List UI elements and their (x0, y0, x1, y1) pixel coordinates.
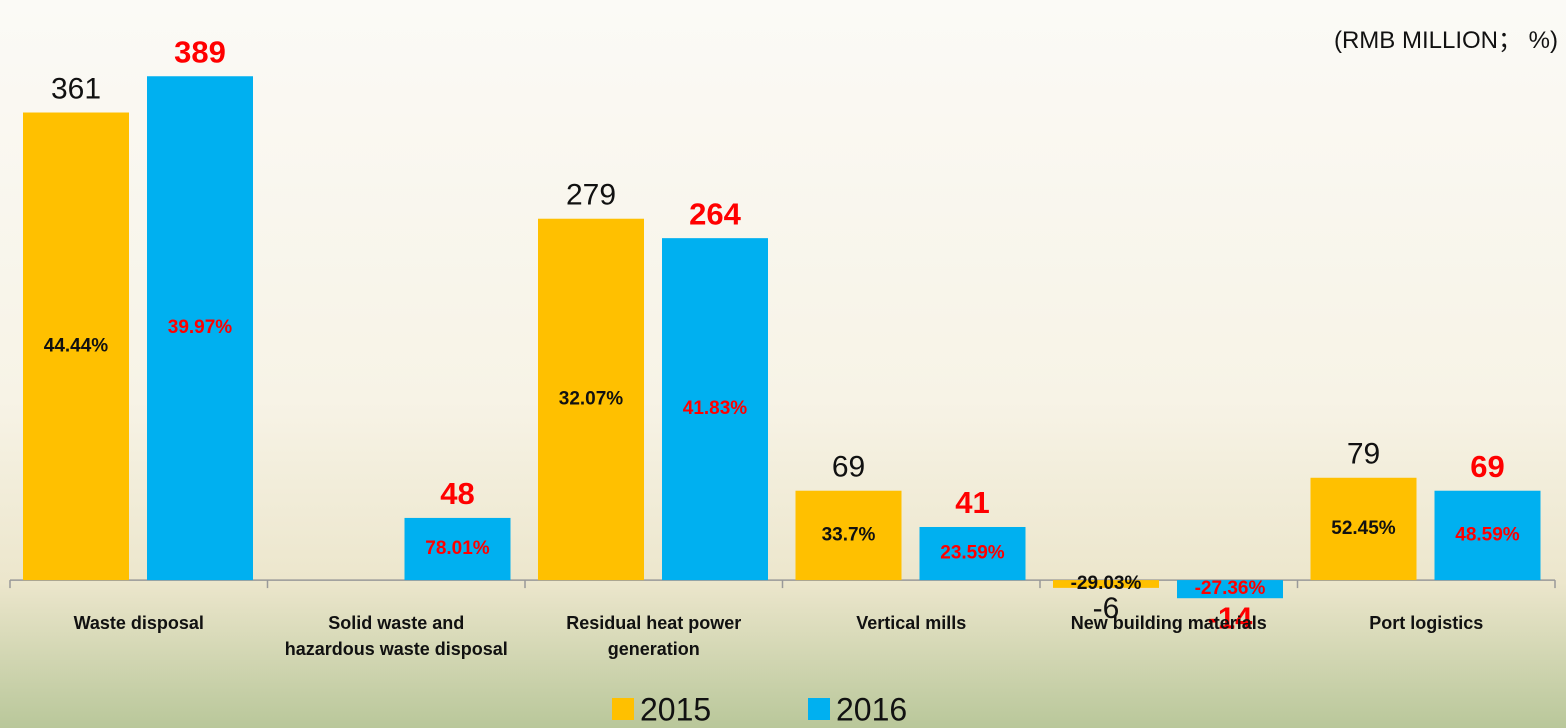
bar (147, 76, 253, 581)
legend-label: 2015 (640, 691, 711, 727)
unit-note: (RMB MILLION； %) (1333, 27, 1558, 54)
bar (1053, 580, 1159, 588)
value-label: 79 (1347, 438, 1380, 471)
margin-label: 44.44% (44, 335, 109, 356)
x-tick-label: Waste disposal (73, 613, 204, 633)
value-label: 264 (689, 196, 741, 231)
x-tick-label: Vertical mills (856, 613, 967, 633)
legend-label: 2016 (836, 691, 907, 727)
bar (538, 218, 644, 581)
legend-swatch (808, 698, 830, 720)
bar (404, 517, 511, 581)
bar (23, 112, 129, 581)
x-tick-label: New building materials (1070, 613, 1267, 633)
bar (1434, 490, 1541, 581)
value-label: 41 (955, 485, 989, 520)
value-label: 48 (440, 476, 474, 511)
margin-label: 78.01% (425, 538, 490, 559)
value-label: 389 (174, 34, 226, 69)
value-label: 69 (1470, 449, 1504, 484)
bar (662, 238, 768, 581)
bar (1177, 580, 1283, 599)
value-label: -14 (1208, 600, 1254, 635)
bar (919, 526, 1026, 581)
x-tick-label: Solid waste and hazardous waste disposal (284, 613, 508, 659)
margin-label: 33.7% (822, 524, 876, 545)
margin-label: 48.59% (1455, 524, 1520, 545)
legend-swatch (612, 698, 634, 720)
margin-label: 23.59% (940, 543, 1005, 564)
margin-label: 52.45% (1331, 518, 1396, 539)
margin-label: 32.07% (559, 388, 624, 409)
value-label: 279 (566, 179, 616, 212)
margin-label: 39.97% (168, 317, 233, 338)
margin-label: -29.03% (1071, 573, 1142, 594)
margin-label: -27.36% (1195, 578, 1266, 599)
value-label: -6 (1093, 592, 1120, 625)
value-label: 69 (832, 451, 865, 484)
x-tick-label: Port logistics (1369, 613, 1484, 633)
margin-label: 41.83% (683, 398, 748, 419)
bar (795, 490, 902, 581)
x-tick-label: Residual heat power generation (566, 613, 742, 659)
bar (1310, 477, 1417, 581)
value-label: 361 (51, 72, 101, 105)
